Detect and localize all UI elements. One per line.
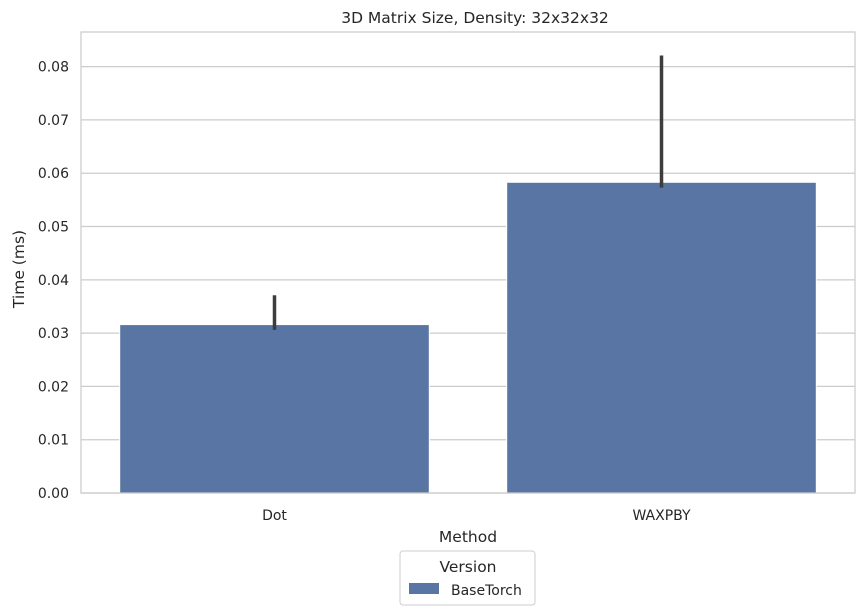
- y-tick-label: 0.00: [38, 486, 69, 502]
- legend-swatch: [409, 583, 439, 594]
- y-tick-label: 0.02: [38, 379, 69, 395]
- y-tick-label: 0.03: [38, 326, 69, 342]
- legend-label: BaseTorch: [451, 583, 522, 599]
- y-tick-labels: 0.00 0.01 0.02 0.03 0.04 0.05 0.06 0.07 0.08: [38, 60, 69, 502]
- bars: [119, 181, 817, 494]
- bar-waxpby: [506, 181, 817, 494]
- y-tick-label: 0.04: [38, 273, 69, 289]
- x-axis-title: Method: [439, 528, 497, 546]
- x-tick-label: Dot: [262, 508, 287, 524]
- y-tick-label: 0.05: [38, 220, 69, 236]
- chart-title: 3D Matrix Size, Density: 32x32x32: [341, 9, 609, 27]
- error-bars: [272, 55, 664, 330]
- bar-dot: [119, 324, 430, 494]
- y-tick-label: 0.06: [38, 166, 69, 182]
- x-tick-labels: Dot WAXPBY: [262, 508, 691, 524]
- plot-frame: [80, 31, 856, 494]
- legend-title: Version: [440, 558, 497, 576]
- y-tick-label: 0.08: [38, 60, 69, 76]
- y-tick-label: 0.07: [38, 113, 69, 129]
- legend: Version BaseTorch: [399, 550, 536, 606]
- y-tick-label: 0.01: [38, 433, 69, 449]
- y-axis-title: Time (ms): [10, 230, 28, 309]
- x-tick-label: WAXPBY: [632, 508, 691, 524]
